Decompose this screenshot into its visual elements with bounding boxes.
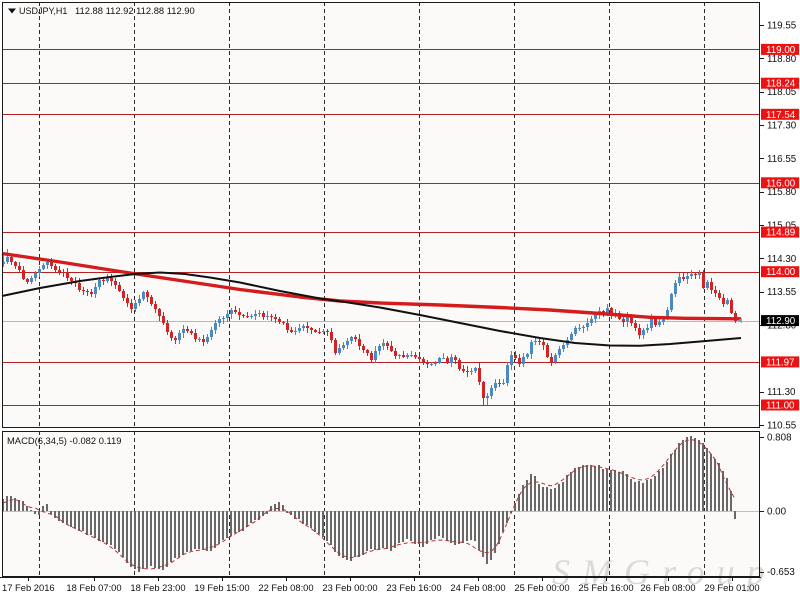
svg-text:111.30: 111.30 [767,387,796,398]
svg-text:116.00: 116.00 [766,178,796,189]
svg-text:MACD(6,34,5) -0.082 0.119: MACD(6,34,5) -0.082 0.119 [7,435,121,446]
svg-text:SMGroup: SMGroup [552,552,777,592]
svg-text:115.05: 115.05 [767,221,797,232]
svg-text:110.55: 110.55 [767,421,797,432]
svg-text:115.80: 115.80 [767,187,797,198]
svg-text:25 Feb 00:00: 25 Feb 00:00 [514,582,569,593]
svg-text:24 Feb 08:00: 24 Feb 08:00 [450,582,505,593]
svg-text:114.00: 114.00 [766,267,796,278]
svg-text:117.30: 117.30 [767,121,797,132]
svg-text:119.00: 119.00 [766,45,796,56]
svg-text:25 Feb 16:00: 25 Feb 16:00 [578,582,633,593]
svg-text:USDJPY,H1: USDJPY,H1 [19,6,67,16]
svg-text:117.54: 117.54 [766,110,796,121]
svg-text:118.80: 118.80 [767,54,797,65]
svg-text:119.55: 119.55 [767,21,797,32]
svg-text:18 Feb 23:00: 18 Feb 23:00 [130,582,185,593]
svg-text:0.00: 0.00 [767,507,787,518]
svg-text:118.24: 118.24 [766,79,796,90]
svg-text:118.05: 118.05 [767,87,797,98]
svg-text:23 Feb 16:00: 23 Feb 16:00 [386,582,441,593]
svg-text:29 Feb 01:00: 29 Feb 01:00 [704,582,759,593]
svg-text:18 Feb 07:00: 18 Feb 07:00 [66,582,121,593]
svg-text:112.90: 112.90 [766,316,796,327]
svg-text:112.88 112.92 112.88 112.90: 112.88 112.92 112.88 112.90 [75,5,195,16]
svg-text:116.55: 116.55 [767,154,797,165]
svg-text:19 Feb 15:00: 19 Feb 15:00 [194,582,249,593]
svg-text:23 Feb 00:00: 23 Feb 00:00 [322,582,377,593]
svg-text:113.55: 113.55 [767,287,797,298]
svg-text:-0.653: -0.653 [767,567,795,578]
svg-text:26 Feb 08:00: 26 Feb 08:00 [640,582,695,593]
svg-text:17 Feb 2016: 17 Feb 2016 [2,582,55,593]
svg-text:114.30: 114.30 [767,254,797,265]
svg-text:111.00: 111.00 [766,401,795,412]
svg-text:111.97: 111.97 [766,357,795,368]
svg-text:114.89: 114.89 [766,228,795,239]
svg-text:22 Feb 08:00: 22 Feb 08:00 [258,582,313,593]
svg-text:0.808: 0.808 [767,433,792,444]
